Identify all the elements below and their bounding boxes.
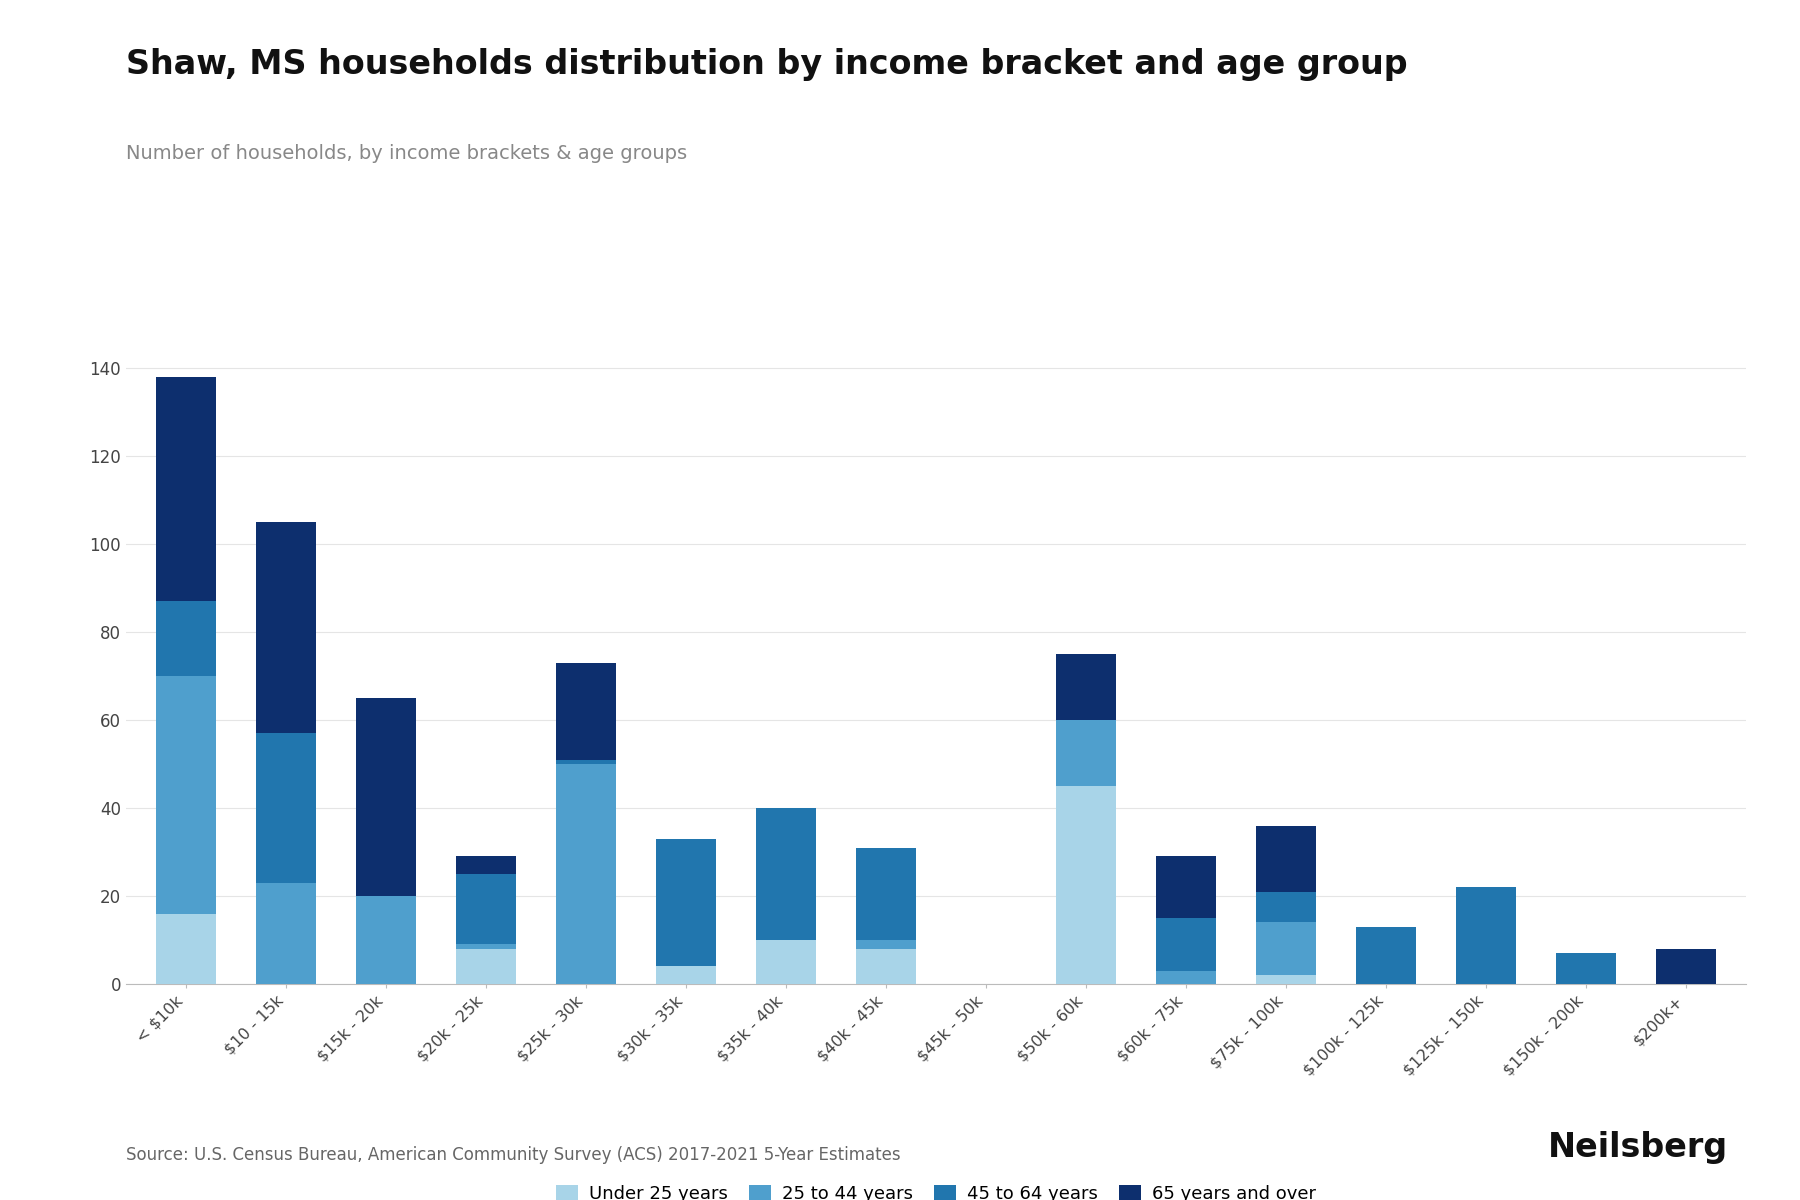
Bar	[455, 944, 517, 949]
Bar	[455, 857, 517, 874]
Bar	[1256, 892, 1316, 923]
Legend: Under 25 years, 25 to 44 years, 45 to 64 years, 65 years and over: Under 25 years, 25 to 44 years, 45 to 64…	[549, 1178, 1323, 1200]
Bar	[1456, 887, 1516, 984]
Text: Source: U.S. Census Bureau, American Community Survey (ACS) 2017-2021 5-Year Est: Source: U.S. Census Bureau, American Com…	[126, 1146, 900, 1164]
Bar	[256, 883, 317, 984]
Text: Neilsberg: Neilsberg	[1548, 1130, 1728, 1164]
Bar	[157, 601, 216, 676]
Bar	[157, 913, 216, 984]
Bar	[1555, 953, 1616, 984]
Bar	[455, 949, 517, 984]
Bar	[256, 522, 317, 733]
Bar	[556, 760, 616, 764]
Bar	[455, 874, 517, 944]
Bar	[1656, 949, 1715, 984]
Bar	[1256, 826, 1316, 892]
Bar	[1355, 926, 1417, 984]
Bar	[1057, 720, 1116, 786]
Bar	[556, 764, 616, 984]
Text: Shaw, MS households distribution by income bracket and age group: Shaw, MS households distribution by inco…	[126, 48, 1408, 80]
Bar	[1256, 976, 1316, 984]
Bar	[1156, 971, 1217, 984]
Bar	[556, 662, 616, 760]
Bar	[655, 966, 716, 984]
Bar	[1256, 923, 1316, 976]
Bar	[1156, 857, 1217, 918]
Bar	[157, 676, 216, 913]
Bar	[756, 808, 815, 940]
Bar	[256, 733, 317, 883]
Bar	[756, 940, 815, 984]
Bar	[356, 896, 416, 984]
Bar	[1156, 918, 1217, 971]
Text: Number of households, by income brackets & age groups: Number of households, by income brackets…	[126, 144, 688, 163]
Bar	[1057, 654, 1116, 720]
Bar	[857, 949, 916, 984]
Bar	[857, 940, 916, 949]
Bar	[857, 847, 916, 940]
Bar	[1057, 786, 1116, 984]
Bar	[157, 377, 216, 601]
Bar	[655, 839, 716, 966]
Bar	[356, 698, 416, 896]
